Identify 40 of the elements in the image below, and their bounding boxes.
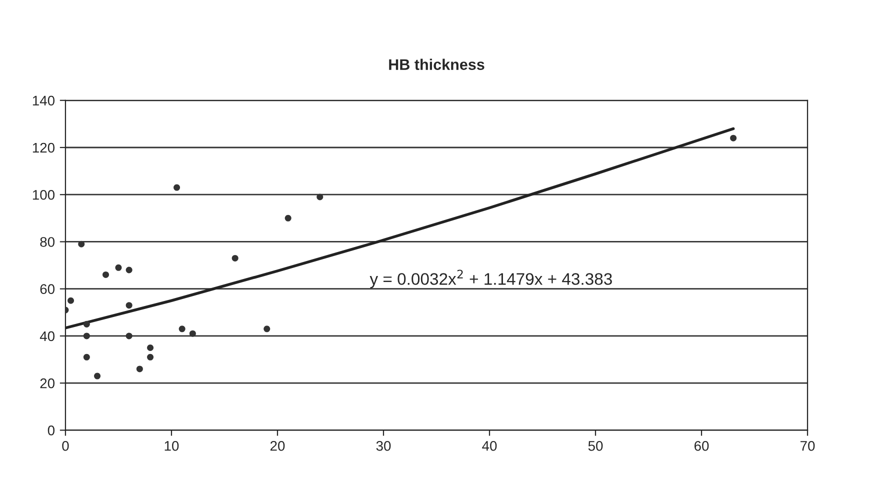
y-tick-label: 60: [40, 284, 55, 294]
point: [126, 332, 132, 340]
point: [83, 320, 90, 328]
x-tick-label: 10: [164, 440, 179, 451]
point: [264, 326, 270, 332]
point: [83, 354, 90, 360]
x-tick-label: 30: [376, 440, 391, 451]
x-tick-label: 60: [694, 440, 709, 451]
point: [83, 332, 90, 340]
x-tick-label: 70: [800, 440, 815, 451]
point: [68, 297, 74, 304]
point: [174, 184, 180, 191]
point: [94, 372, 101, 380]
point: [136, 366, 143, 372]
point: [147, 354, 154, 360]
y-tick-label: 80: [40, 237, 55, 247]
point: [147, 344, 154, 351]
y-tick-label: 20: [40, 378, 55, 388]
point: [284, 214, 292, 222]
y-tick-label: 100: [32, 190, 55, 200]
y-tick-label: 40: [40, 331, 55, 342]
chart-title: HB thickness: [389, 58, 484, 70]
y-tick-label: 140: [32, 96, 55, 106]
annotation: y = 0.0032x$^{2}$ + 1.1479x + 43.383: [370, 270, 612, 288]
x-tick-label: 50: [588, 440, 603, 451]
point: [115, 264, 122, 271]
x-tick-label: 0: [62, 440, 69, 451]
point: [232, 254, 238, 262]
point: [126, 266, 132, 274]
point: [126, 302, 132, 309]
x-tick-label: 40: [482, 440, 497, 451]
point: [178, 326, 186, 332]
point: [102, 271, 110, 278]
y-tick-label: 120: [32, 142, 55, 153]
point: [730, 134, 737, 142]
point: [316, 194, 324, 200]
point: [78, 240, 85, 248]
x-tick-label: 20: [270, 440, 285, 451]
point: [189, 330, 196, 337]
y-tick-label: 0: [48, 426, 55, 436]
